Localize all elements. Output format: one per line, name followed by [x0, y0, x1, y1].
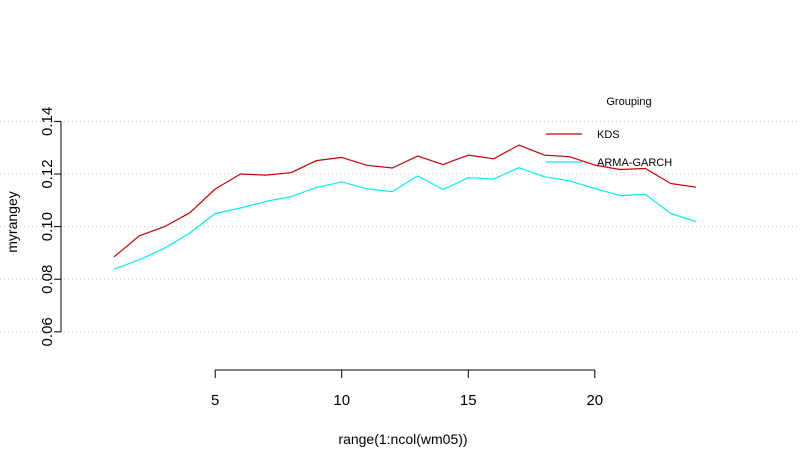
series-layer	[113, 144, 697, 270]
legend-title: Grouping	[606, 96, 651, 108]
y-tick-label: 0.08	[39, 265, 56, 294]
legend-label: KDS	[597, 129, 620, 141]
y-tick-label: 0.14	[39, 107, 56, 136]
y-tick-label: 0.10	[39, 212, 56, 241]
legend-label: ARMA-GARCH	[597, 157, 672, 169]
y-axis-title: myrangey	[4, 191, 20, 252]
x-tick-label: 10	[333, 392, 350, 409]
series-line-kds	[113, 144, 697, 258]
grid-lines	[0, 120, 800, 333]
legend: Grouping KDS ARMA-GARCH	[546, 96, 672, 169]
y-tick-label: 0.06	[39, 317, 56, 346]
x-tick-label: 20	[586, 392, 603, 409]
x-tick-label: 5	[211, 392, 219, 409]
series-line-arma-garch	[113, 167, 697, 270]
x-axis-title: range(1:ncol(wm05))	[338, 431, 467, 447]
x-axis: 5 10 15 20	[211, 369, 603, 409]
y-axis: 0.06 0.08 0.10 0.12 0.14	[39, 107, 62, 346]
y-tick-label: 0.12	[39, 159, 56, 188]
x-tick-label: 15	[460, 392, 477, 409]
